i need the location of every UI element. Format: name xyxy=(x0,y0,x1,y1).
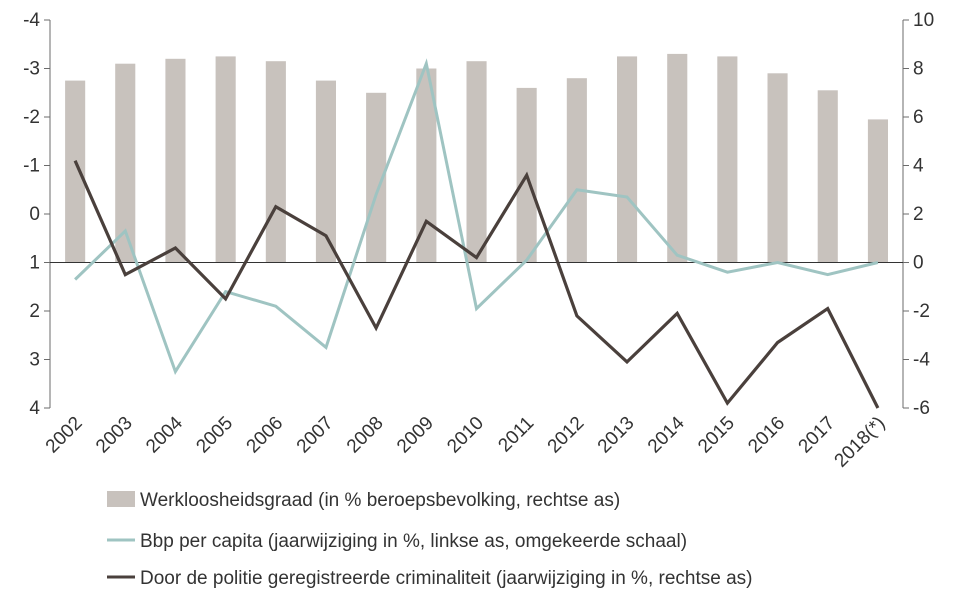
bar-2017 xyxy=(817,90,838,263)
right-tick-label: 0 xyxy=(913,253,924,274)
right-tick-label: -2 xyxy=(913,301,930,322)
bar-2018(*) xyxy=(867,119,888,263)
left-tick-label: -2 xyxy=(23,107,40,128)
bar-2002 xyxy=(65,80,86,263)
left-tick-label: -4 xyxy=(23,10,40,31)
x-tick-label: 2010 xyxy=(443,413,488,458)
x-tick-label: 2015 xyxy=(694,413,739,458)
right-tick-label: 8 xyxy=(913,59,924,80)
bar-2003 xyxy=(115,63,136,263)
left-tick-label: 2 xyxy=(29,301,40,322)
legend-label: Werkloosheidsgraad (in % beroepsbevolkin… xyxy=(140,490,620,511)
line-series-group xyxy=(73,58,880,409)
bar-2007 xyxy=(315,80,336,263)
legend-swatch-bar xyxy=(107,491,135,507)
x-tick-label: 2012 xyxy=(544,413,589,458)
x-tick-label: 2013 xyxy=(594,413,639,458)
bar-2008 xyxy=(366,92,387,263)
x-tick-label: 2008 xyxy=(343,413,388,458)
x-tick-label: 2016 xyxy=(744,413,789,458)
right-tick-label: 4 xyxy=(913,156,924,177)
legend-label: Bbp per capita (jaarwijziging in %, link… xyxy=(140,531,687,552)
bbp-line xyxy=(74,58,879,376)
bar-2012 xyxy=(566,78,587,263)
x-tick-label: 2005 xyxy=(192,413,237,458)
right-tick-label: 10 xyxy=(913,10,934,31)
bar-2013 xyxy=(617,56,638,263)
right-tick-label: -6 xyxy=(913,398,930,419)
x-axis-ticks: 2002 2003 2004 2005 2006 2007 2008 2009 2010 2011… xyxy=(42,412,890,471)
bar-2009 xyxy=(416,68,437,263)
x-tick-label: 2007 xyxy=(293,413,338,458)
bar-2016 xyxy=(767,73,788,263)
bar-2014 xyxy=(667,53,688,263)
x-tick-label: 2002 xyxy=(42,413,87,458)
bar-2005 xyxy=(215,56,236,263)
legend-label: Door de politie geregistreerde criminali… xyxy=(140,568,752,589)
left-tick-label: 3 xyxy=(29,350,40,371)
legend: Werkloosheidsgraad (in % beroepsbevolkin… xyxy=(107,490,752,589)
left-tick-label: 1 xyxy=(29,253,40,274)
bar-2015 xyxy=(717,56,738,263)
bar-2004 xyxy=(165,58,186,263)
left-axis-ticks: -4 -3 -2 -1 0 1 2 3 4 xyxy=(23,10,50,419)
right-tick-label: 6 xyxy=(913,107,924,128)
criminaliteit-line xyxy=(73,160,880,409)
bar-series-group xyxy=(65,53,888,263)
left-tick-label: -3 xyxy=(23,59,40,80)
x-tick-label: 2009 xyxy=(393,413,438,458)
right-tick-label: 2 xyxy=(913,204,924,225)
x-tick-label: 2017 xyxy=(795,413,840,458)
x-tick-label: 2003 xyxy=(92,413,137,458)
x-tick-label: 2018(*) xyxy=(831,413,890,472)
x-tick-label: 2011 xyxy=(494,413,538,457)
x-tick-label: 2006 xyxy=(243,413,288,458)
x-tick-label: 2014 xyxy=(644,412,689,457)
right-tick-label: -4 xyxy=(913,350,930,371)
right-axis-ticks: 10 8 6 4 2 0 -2 -4 -6 xyxy=(903,10,934,419)
left-tick-label: 4 xyxy=(29,398,40,419)
x-tick-label: 2004 xyxy=(142,412,187,457)
left-tick-label: -1 xyxy=(23,156,40,177)
bar-2006 xyxy=(265,61,286,263)
bar-2010 xyxy=(466,61,487,263)
left-tick-label: 0 xyxy=(29,204,40,225)
